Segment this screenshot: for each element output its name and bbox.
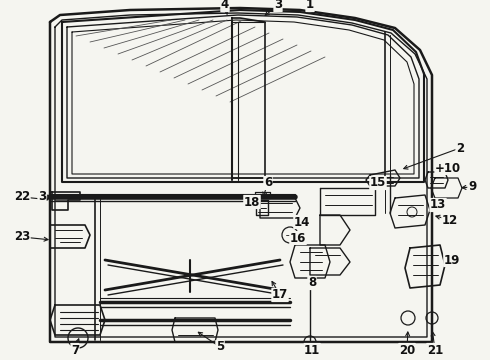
- Text: 19: 19: [444, 253, 460, 266]
- Text: 2: 2: [456, 141, 464, 154]
- Text: 3: 3: [274, 0, 282, 12]
- Text: 16: 16: [290, 231, 306, 244]
- Text: 1: 1: [306, 0, 314, 12]
- Text: 9: 9: [468, 180, 476, 194]
- Text: 22: 22: [14, 190, 30, 203]
- Text: 13: 13: [430, 198, 446, 211]
- Text: 18: 18: [244, 195, 260, 208]
- Text: 12: 12: [442, 213, 458, 226]
- Text: 15: 15: [370, 176, 386, 189]
- Text: 14: 14: [294, 216, 310, 229]
- Text: 11: 11: [304, 343, 320, 356]
- Text: 20: 20: [399, 343, 415, 356]
- Text: 6: 6: [264, 176, 272, 189]
- Text: 17: 17: [272, 288, 288, 302]
- Text: +10: +10: [435, 162, 461, 175]
- Text: 23: 23: [14, 230, 30, 243]
- Text: 7: 7: [71, 343, 79, 356]
- Text: 8: 8: [308, 276, 316, 289]
- Text: 21: 21: [427, 343, 443, 356]
- Text: 4: 4: [221, 0, 229, 12]
- Text: 3: 3: [38, 190, 46, 203]
- Text: 5: 5: [216, 341, 224, 354]
